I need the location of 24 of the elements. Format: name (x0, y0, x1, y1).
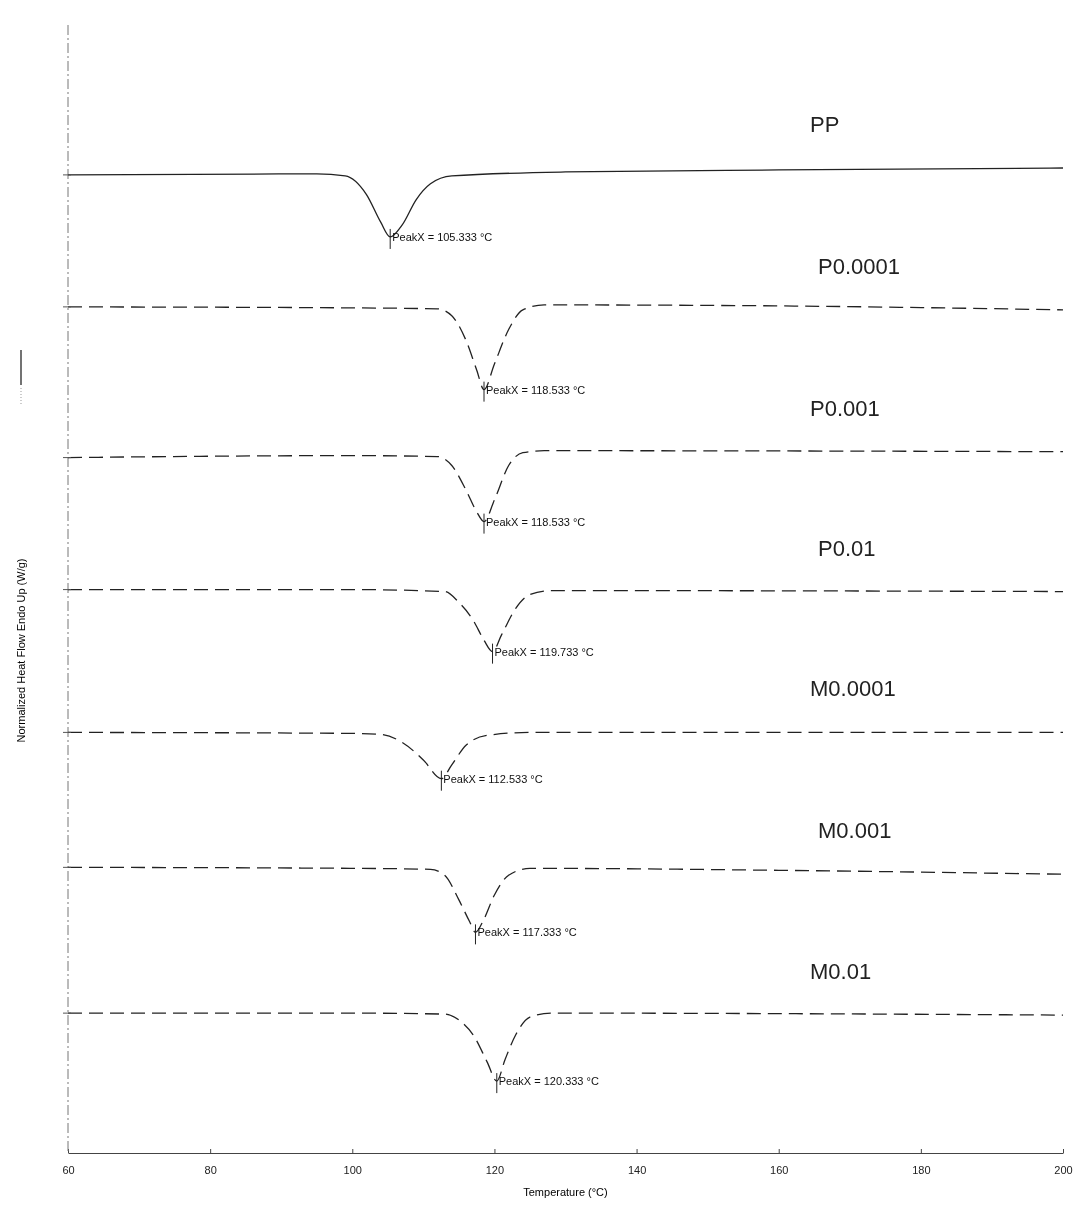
series-label: M0.001 (818, 818, 892, 844)
x-tick-label: 160 (770, 1163, 789, 1176)
x-tick-label: 200 (1054, 1163, 1073, 1176)
annotation: PeakX = 118.533 °C (486, 515, 586, 528)
x-tick-label: 140 (627, 1163, 647, 1176)
x-tick-label: 100 (343, 1163, 362, 1176)
series-label: M0.0001 (810, 676, 896, 702)
x-tick-label: 60 (62, 1163, 75, 1176)
x-tick-label: 120 (485, 1163, 505, 1176)
annotation: PeakX = 105.333 °C (392, 230, 493, 243)
annotation: PeakX = 117.333 °C (477, 926, 577, 939)
series-label: PP (810, 112, 840, 137)
annotation: PeakX = 118.533 °C (486, 383, 586, 396)
x-tick-label: 80 (204, 1163, 217, 1176)
series-label: P0.001 (810, 395, 880, 421)
series-label: M0.01 (810, 959, 872, 985)
annotation: PeakX = 119.733 °C (494, 645, 594, 658)
x-tick-label: 180 (912, 1163, 931, 1176)
annotation: PeakX = 112.533 °C (443, 772, 543, 785)
series-label: P0.0001 (818, 253, 900, 279)
x-axis-title: Temperature (°C) (523, 1186, 608, 1198)
series-label: P0.01 (818, 535, 876, 561)
y-axis-title: Normalized Heat Flow Endo Up (W/g) (15, 558, 27, 743)
annotation: PeakX = 120.333 °C (498, 1075, 599, 1088)
